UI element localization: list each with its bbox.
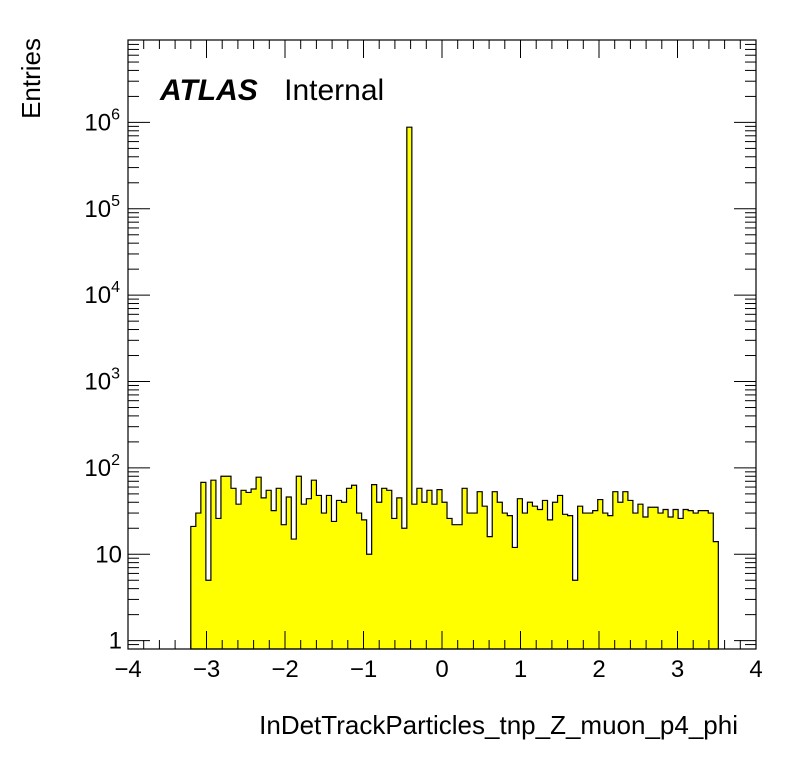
y-tick-base: 10 xyxy=(84,455,111,482)
x-tick-label: −3 xyxy=(193,656,220,683)
y-tick-label: 106 xyxy=(84,106,120,136)
x-axis-ticks: −4 −3 −2 −1 0 1 2 3 4 xyxy=(114,40,763,683)
y-tick-label: 103 xyxy=(84,366,120,396)
y-tick-exponent: 3 xyxy=(111,366,120,383)
y-tick-base: 10 xyxy=(84,282,111,309)
atlas-label: ATLAS Internal xyxy=(159,74,384,107)
y-tick-base: 10 xyxy=(84,369,111,396)
y-tick-exponent: 5 xyxy=(111,193,120,210)
x-tick-label: 4 xyxy=(749,656,762,683)
x-tick-label: 3 xyxy=(671,656,684,683)
y-tick-label: 104 xyxy=(84,279,120,309)
y-tick-base: 10 xyxy=(84,196,111,223)
x-tick-label: −2 xyxy=(271,656,298,683)
y-tick-label: 10 xyxy=(95,541,122,568)
y-axis-label: Entries xyxy=(16,38,46,119)
atlas-status-text: Internal xyxy=(284,74,384,107)
x-tick-label: 1 xyxy=(514,656,527,683)
x-axis-label: InDetTrackParticles_tnp_Z_muon_p4_phi xyxy=(259,710,738,740)
y-tick-exponent: 4 xyxy=(111,279,120,296)
plot-frame xyxy=(127,39,757,650)
histogram-series xyxy=(190,126,719,650)
atlas-bold-text: ATLAS xyxy=(159,74,258,107)
x-tick-label: −1 xyxy=(350,656,377,683)
y-tick-exponent: 2 xyxy=(111,452,120,469)
y-tick-exponent: 6 xyxy=(111,106,120,123)
y-tick-base: 10 xyxy=(84,109,111,136)
y-tick-label: 102 xyxy=(84,452,120,482)
y-tick-label: 105 xyxy=(84,193,120,223)
x-tick-label: −4 xyxy=(114,656,141,683)
x-tick-label: 2 xyxy=(592,656,605,683)
x-tick-label: 0 xyxy=(435,656,448,683)
y-tick-label: 1 xyxy=(109,628,122,655)
